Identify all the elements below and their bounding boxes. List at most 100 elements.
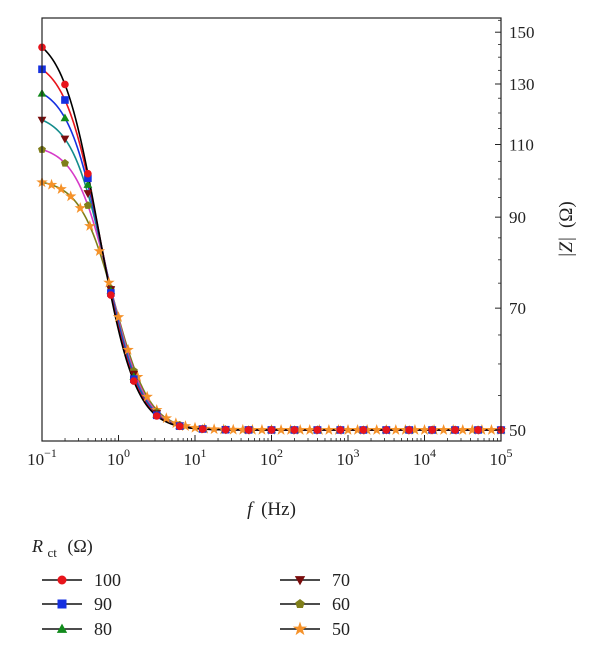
legend-marker [57, 575, 67, 585]
data-point-80 [60, 113, 70, 122]
data-point-100 [428, 426, 436, 434]
legend-marker [295, 599, 305, 609]
legend-label: 100 [94, 570, 121, 590]
data-point-70 [60, 135, 70, 144]
legend-item-90: 90 [42, 594, 112, 614]
data-point-50 [361, 423, 373, 435]
data-point-50 [227, 423, 239, 435]
data-point-50 [93, 245, 106, 257]
y-tick-label: 110 [509, 135, 534, 154]
legend-item-60: 60 [280, 594, 350, 614]
data-point-50 [189, 421, 201, 433]
x-tick-label: 100 [107, 446, 130, 469]
data-point-50 [131, 370, 144, 382]
data-point-100 [267, 426, 276, 434]
legend-marker [292, 621, 308, 636]
data-markers [36, 43, 507, 435]
data-point-100 [382, 426, 391, 434]
data-point-50 [418, 423, 431, 435]
data-point-50 [122, 343, 134, 355]
data-point-50 [275, 423, 287, 435]
legend-label: 70 [332, 570, 350, 590]
x-tick-label: 101 [184, 446, 207, 469]
data-point-90 [61, 96, 69, 104]
data-point-50 [437, 423, 450, 435]
data-point-50 [45, 178, 58, 190]
series-line-80 [41, 92, 501, 431]
data-point-50 [485, 423, 498, 435]
data-point-90 [84, 174, 92, 183]
y-tick-label: 50 [509, 421, 526, 440]
legend: R ct (Ω) 100 90 80 70 60 50 [31, 536, 350, 639]
data-point-50 [246, 423, 259, 435]
y-tick-label: 70 [509, 299, 526, 318]
series-line-70 [41, 119, 501, 431]
legend-item-50: 50 [280, 619, 350, 639]
data-point-100 [405, 426, 414, 434]
legend-item-100: 100 [42, 570, 121, 590]
plot-frame [41, 17, 502, 442]
data-point-50 [55, 183, 67, 194]
series-line-50 [41, 181, 501, 431]
fit-lines [41, 46, 501, 431]
x-tick-label: 10−1 [27, 446, 57, 469]
data-point-50 [351, 423, 364, 435]
data-point-50 [112, 311, 125, 322]
data-point-50 [284, 423, 297, 435]
legend-label: 80 [94, 619, 112, 639]
y-tick-label: 90 [509, 208, 526, 227]
data-point-50 [409, 423, 421, 435]
data-point-100 [290, 426, 299, 434]
data-point-100 [359, 426, 368, 434]
x-tick-label: 104 [413, 446, 436, 469]
data-point-50 [323, 423, 335, 435]
x-tick-label: 102 [260, 446, 283, 469]
data-point-50 [64, 190, 77, 202]
data-point-60 [83, 201, 92, 209]
legend-marker [57, 599, 67, 609]
data-point-100 [152, 412, 161, 420]
legend-item-80: 80 [42, 619, 112, 639]
legend-item-70: 70 [280, 570, 350, 590]
data-point-50 [179, 420, 192, 431]
data-point-50 [103, 276, 115, 288]
legend-label: 90 [94, 594, 112, 614]
series-line-100 [41, 46, 501, 431]
legend-title: R ct (Ω) [31, 536, 93, 561]
data-point-100 [336, 426, 345, 434]
data-point-100 [198, 425, 207, 433]
data-point-70 [83, 190, 93, 198]
legend-label: 50 [332, 619, 350, 639]
x-axis-label: f (Hz) [247, 499, 296, 520]
data-point-100 [313, 426, 322, 434]
y-tick-label: 130 [509, 75, 535, 94]
x-tick-label: 105 [490, 446, 513, 469]
data-point-50 [237, 423, 249, 435]
data-point-50 [141, 390, 153, 402]
data-point-50 [160, 412, 173, 424]
series-line-90 [41, 68, 501, 431]
data-point-50 [208, 423, 220, 435]
data-point-50 [74, 202, 86, 213]
data-point-100 [175, 422, 184, 431]
legend-marker [294, 576, 306, 586]
data-point-100 [130, 377, 138, 385]
data-point-50 [294, 423, 306, 435]
data-point-100 [474, 426, 482, 434]
data-point-100 [451, 426, 459, 434]
data-point-100 [84, 169, 92, 178]
legend-marker [56, 623, 68, 633]
data-point-50 [304, 423, 316, 435]
data-point-100 [61, 80, 69, 89]
data-point-100 [221, 425, 230, 434]
data-point-50 [84, 220, 96, 231]
x-tick-label: 103 [337, 446, 360, 469]
data-point-50 [476, 423, 488, 435]
data-point-50 [466, 423, 479, 435]
legend-label: 60 [332, 594, 350, 614]
data-point-80 [83, 180, 93, 188]
data-point-60 [60, 159, 69, 167]
data-point-50 [399, 423, 412, 435]
data-point-50 [457, 423, 469, 435]
